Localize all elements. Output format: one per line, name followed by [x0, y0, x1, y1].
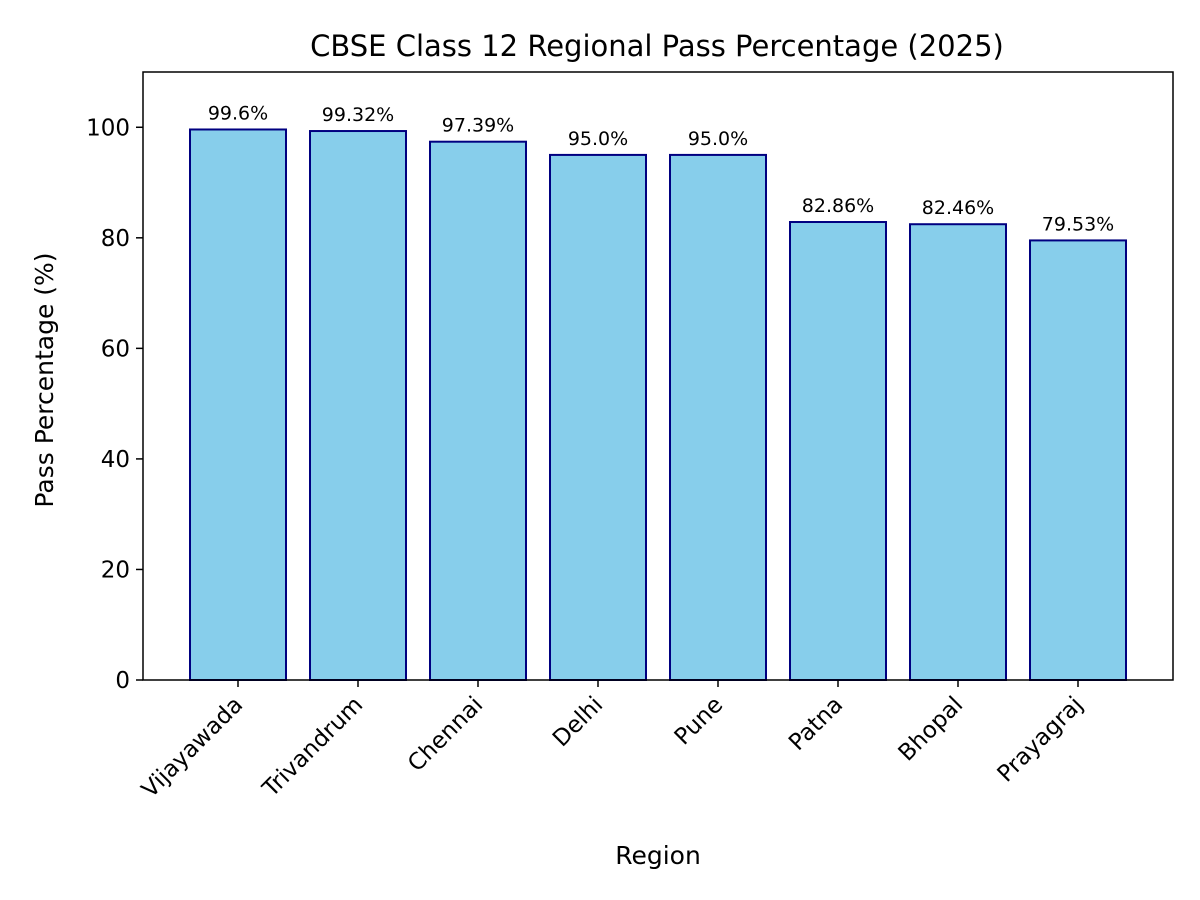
x-tick-label: Delhi: [548, 692, 608, 752]
data-label-delhi: 95.0%: [568, 128, 628, 150]
plot-area: 99.6% Vijayawada 99.32% Trivandrum 97.39% Che…: [86, 71, 1174, 803]
x-tick-label: Chennai: [403, 692, 488, 777]
bar-chennai: [429, 140, 527, 681]
data-label-prayagraj: 79.53%: [1042, 213, 1114, 235]
data-label-pune: 95.0%: [688, 128, 748, 150]
chart-title: CBSE Class 12 Regional Pass Percentage (…: [310, 29, 1004, 63]
y-tick-label: 40: [101, 447, 130, 473]
bar-prayagraj: [1029, 239, 1127, 682]
data-label-patna: 82.86%: [802, 195, 874, 217]
x-tick-label: Trivandrum: [257, 692, 368, 803]
data-label-bhopal: 82.46%: [922, 197, 994, 219]
bar-vijayawada: [189, 128, 287, 681]
data-label-vijayawada: 99.6%: [208, 102, 268, 124]
x-tick-label: Bhopal: [894, 692, 969, 767]
plot-frame: [142, 71, 1174, 681]
data-label-trivandrum: 99.32%: [322, 104, 394, 126]
x-tick-label: Vijayawada: [137, 692, 248, 803]
y-tick-label: 100: [86, 115, 130, 141]
y-axis-label: Pass Percentage (%): [30, 252, 59, 507]
bar-delhi: [549, 153, 647, 681]
y-tick-label: 0: [115, 668, 130, 694]
x-tick-label: Prayagraj: [993, 692, 1089, 788]
bar-trivandrum: [309, 130, 407, 682]
data-label-chennai: 97.39%: [442, 115, 514, 137]
y-tick-label: 60: [101, 336, 130, 362]
bar-bhopal: [909, 223, 1007, 681]
y-tick-label: 80: [101, 226, 130, 252]
bar-pune: [669, 153, 767, 681]
x-axis-label: Region: [615, 841, 701, 870]
x-tick-label: Pune: [670, 692, 729, 751]
x-tick-label: Patna: [784, 692, 848, 756]
bar-patna: [789, 221, 887, 681]
y-tick-label: 20: [101, 557, 130, 583]
